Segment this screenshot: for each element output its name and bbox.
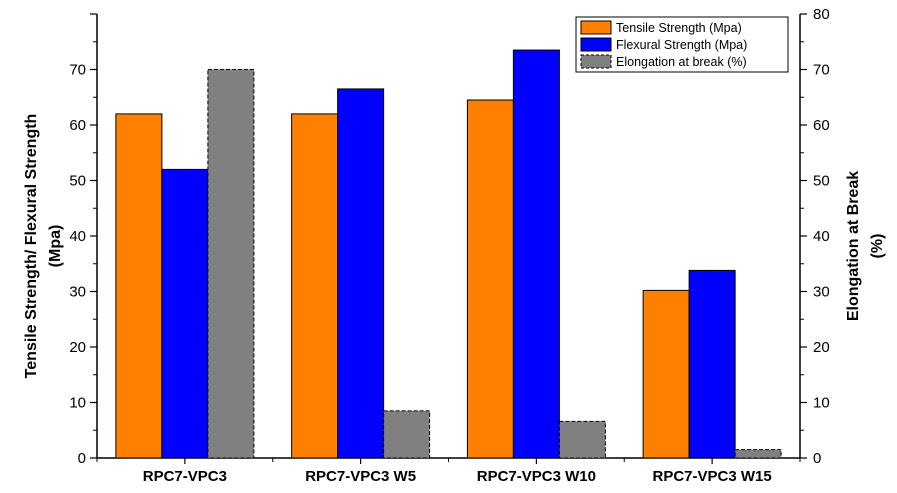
legend-label-3: Elongation at break (%) <box>616 55 747 69</box>
left-tick-label: 40 <box>69 228 86 245</box>
right-tick-label: 80 <box>813 6 830 23</box>
left-axis-title-line: Tensile Strength/ Flexural Strength <box>23 114 40 379</box>
axis-titles: Tensile Strength/ Flexural Strength (Mpa)… <box>23 114 886 379</box>
ticks: 0 10 20 30 40 50 60 70 0 10 20 30 40 50 60 70 80 RPC7-VPC… <box>69 6 829 485</box>
bar-1-2 <box>291 113 339 459</box>
left-tick-label: 60 <box>69 117 86 134</box>
bars <box>115 49 782 459</box>
bar-2-2 <box>337 88 385 459</box>
right-tick-label: 70 <box>813 62 830 79</box>
left-tick-label: 50 <box>69 173 86 190</box>
left-tick-label: 30 <box>69 284 86 301</box>
legend-label-2: Flexural Strength (Mpa) <box>616 38 747 52</box>
bar-3-3 <box>558 420 606 459</box>
right-tick-label: 50 <box>813 173 830 190</box>
x-tick-label: RPC7-VPC3 W10 <box>477 468 596 485</box>
left-tick-label: 20 <box>69 339 86 356</box>
bar-1-1 <box>115 113 163 459</box>
left-tick-label: 10 <box>69 395 86 412</box>
legend-label-1: Tensile Strength (Mpa) <box>616 21 742 35</box>
bar-2-1 <box>161 168 209 459</box>
right-tick-label: 60 <box>813 117 830 134</box>
right-tick-label: 40 <box>813 228 830 245</box>
left-axis-title: Tensile Strength/ Flexural Strength (Mpa) <box>23 114 64 379</box>
left-axis-title-line: (Mpa) <box>47 225 64 268</box>
bar-3-1 <box>207 69 255 459</box>
bar-2-4 <box>688 269 736 459</box>
right-tick-label: 30 <box>813 284 830 301</box>
right-axis-title-line: (%) <box>869 234 886 259</box>
bar-3-2 <box>383 410 431 459</box>
bar-2-3 <box>512 49 560 459</box>
bar-1-3 <box>466 99 514 459</box>
legend-swatch-1 <box>580 20 612 35</box>
right-tick-label: 10 <box>813 395 830 412</box>
x-tick-label: RPC7-VPC3 <box>143 468 227 485</box>
bar-3-4 <box>734 449 782 459</box>
x-tick-label: RPC7-VPC3 W5 <box>305 468 416 485</box>
right-tick-label: 0 <box>813 450 821 467</box>
right-tick-label: 20 <box>813 339 830 356</box>
legend-swatch-2 <box>580 37 612 52</box>
legend: Tensile Strength (Mpa) Flexural Strength … <box>575 16 789 73</box>
bar-1-4 <box>642 289 690 459</box>
left-tick-label: 70 <box>69 62 86 79</box>
x-tick-label: RPC7-VPC3 W15 <box>653 468 772 485</box>
legend-swatch-3 <box>580 54 612 69</box>
left-tick-label: 0 <box>78 450 86 467</box>
right-axis-title-line: Elongation at Break <box>845 171 862 321</box>
right-axis-title: Elongation at Break (%) <box>845 171 886 321</box>
